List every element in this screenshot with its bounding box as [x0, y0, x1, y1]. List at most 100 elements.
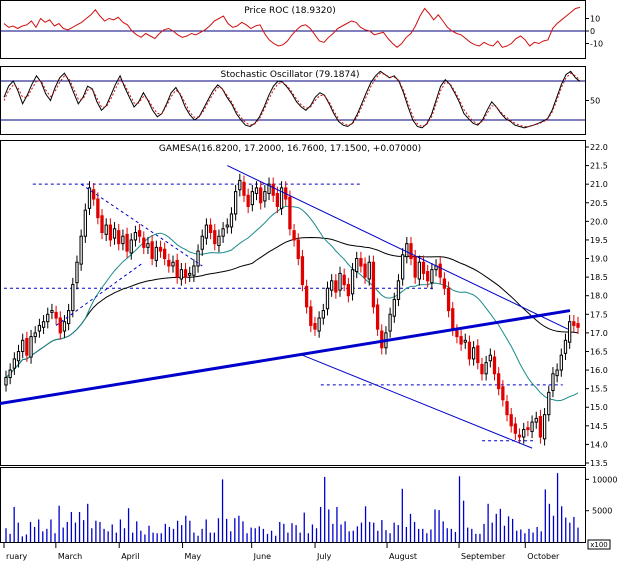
- candle-up: [350, 269, 355, 295]
- candle-down: [92, 189, 96, 200]
- candle-up: [559, 354, 563, 371]
- candle-down: [513, 423, 518, 434]
- candle-down: [451, 308, 455, 330]
- candle-up: [488, 354, 492, 362]
- candle-down: [455, 330, 459, 338]
- candle-down: [501, 386, 505, 401]
- candle-up: [355, 258, 359, 273]
- channel-upper-line: [227, 165, 569, 330]
- candle-down: [246, 194, 250, 207]
- candle-up: [321, 310, 325, 319]
- candle-up: [530, 421, 534, 432]
- candle-up: [396, 280, 401, 300]
- candle-up: [405, 243, 409, 258]
- candle-up: [254, 187, 259, 194]
- candle-up: [542, 414, 547, 440]
- candle-down: [359, 258, 363, 267]
- candle-down: [509, 414, 513, 427]
- month-label: September: [461, 552, 506, 561]
- moving-average-long-line: [5, 236, 579, 378]
- candle-up: [217, 235, 221, 247]
- month-label: August: [389, 552, 417, 561]
- candle-down: [117, 230, 121, 245]
- candle-up: [430, 269, 434, 284]
- candle-up: [133, 232, 138, 241]
- candle-up: [522, 429, 526, 438]
- price-tick-label: 16.5: [590, 347, 608, 356]
- candle-down: [426, 271, 430, 282]
- stochastic-title: Stochastic Oscillator (79.1874): [220, 70, 359, 80]
- candle-down: [497, 373, 501, 390]
- price-tick-label: 15.0: [590, 403, 608, 412]
- candle-up: [568, 321, 572, 343]
- candle-down: [446, 287, 451, 312]
- candle-up: [417, 261, 421, 280]
- price-tick-label: 20.5: [590, 199, 608, 208]
- price-tick-label: 19.5: [590, 236, 608, 245]
- roc-plot: 10 0 -10: [1, 6, 603, 49]
- candle-down: [175, 259, 179, 278]
- price-tick-label: 14.5: [590, 422, 608, 431]
- candle-down: [54, 311, 58, 319]
- candle-down: [150, 241, 154, 260]
- candle-up: [551, 373, 555, 392]
- candle-up: [129, 239, 133, 254]
- price-tick-label: 19.0: [590, 255, 608, 264]
- candle-up: [62, 321, 67, 332]
- candle-up: [104, 224, 108, 235]
- candle-up: [471, 347, 476, 360]
- candle-up: [330, 280, 334, 291]
- dashed-support-line: [55, 261, 145, 326]
- price-tick-label: 18.0: [590, 292, 608, 301]
- candle-up: [534, 417, 538, 423]
- candle-down: [413, 256, 417, 278]
- candle-up: [204, 224, 209, 239]
- candle-up: [196, 250, 200, 267]
- candle-up: [12, 358, 16, 369]
- price-tick-label: 18.5: [590, 273, 608, 282]
- long-term-trendline: [0, 309, 571, 405]
- price-tick-label: 20.0: [590, 217, 608, 226]
- candle-up: [233, 191, 238, 215]
- roc-tick-label: -10: [590, 40, 603, 49]
- price-plot: 22.0 21.5 21.0 20.5 20.0 19.5 19.0 18.5 18.0 17.5…: [0, 143, 608, 468]
- moving-average-short-line: [5, 205, 579, 402]
- month-label: July: [316, 552, 332, 561]
- price-tick-label: 22.0: [590, 143, 608, 152]
- candle-up: [563, 339, 568, 354]
- candle-up: [87, 187, 92, 209]
- candle-down: [271, 183, 275, 196]
- candle-down: [309, 306, 313, 326]
- candle-down: [371, 261, 376, 308]
- candle-down: [275, 192, 280, 207]
- candle-down: [342, 274, 346, 286]
- candle-down: [526, 427, 530, 431]
- candle-up: [41, 321, 46, 328]
- candle-down: [108, 224, 113, 241]
- candle-up: [547, 391, 551, 416]
- candle-up: [112, 228, 117, 239]
- candle-up: [121, 235, 125, 245]
- dashed-trendline: [80, 183, 203, 267]
- candle-down: [409, 243, 413, 260]
- candle-up: [325, 287, 330, 310]
- candle-down: [459, 336, 463, 345]
- price-title: GAMESA(16.8200, 17.2000, 16.7600, 17.150…: [159, 144, 421, 154]
- price-tick-label: 14.0: [590, 440, 608, 449]
- candle-up: [29, 336, 33, 358]
- candle-up: [338, 272, 342, 291]
- candle-up: [171, 261, 175, 267]
- price-tick-label: 17.5: [590, 310, 608, 319]
- volume-plot: 10000 5000 x100: [5, 473, 617, 550]
- candle-up: [279, 187, 284, 209]
- month-label: October: [527, 552, 560, 561]
- candle-down: [421, 261, 426, 274]
- candle-up: [317, 317, 321, 332]
- candle-down: [300, 256, 305, 286]
- candle-up: [263, 191, 267, 202]
- volume-unit-box: [587, 539, 611, 550]
- candle-down: [259, 187, 263, 204]
- roc-tick-label: 10: [590, 15, 600, 24]
